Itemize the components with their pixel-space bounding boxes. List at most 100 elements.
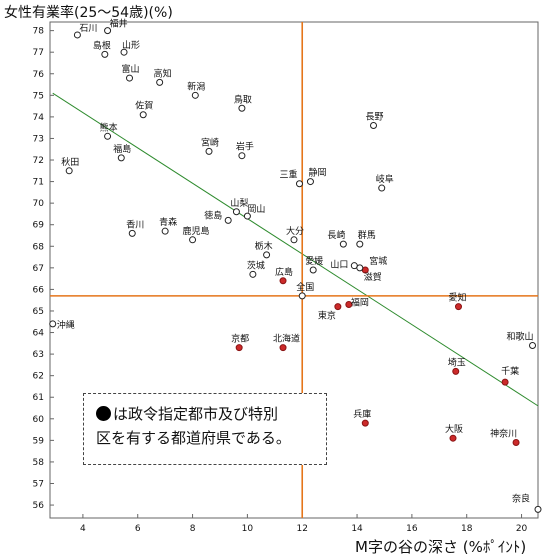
data-point-open [356, 240, 364, 248]
data-point-open [370, 122, 378, 130]
point-label: 山口 [330, 260, 348, 271]
data-point-open [295, 180, 303, 188]
x-tick-label: 18 [461, 524, 473, 534]
data-point-open [378, 184, 386, 192]
point-label: 岐阜 [376, 173, 394, 185]
point-label: 北海道 [273, 333, 300, 345]
data-point-open [49, 320, 57, 328]
y-tick-label: 69 [33, 221, 45, 231]
point-label: 青森 [159, 216, 177, 228]
point-label: 新潟 [187, 80, 205, 92]
data-point-open [534, 505, 542, 513]
point-label: 山形 [122, 39, 140, 51]
point-label: 大阪 [445, 423, 463, 435]
data-point-open [189, 236, 197, 244]
data-point-filled [334, 303, 342, 311]
point-label: 福岡 [351, 297, 369, 309]
data-point-filled [452, 367, 460, 375]
data-point-open [356, 264, 364, 272]
x-tick-label: 6 [135, 524, 141, 534]
y-tick-label: 74 [33, 113, 45, 123]
plot-frame [49, 21, 539, 519]
point-label: 和歌山 [507, 330, 534, 342]
point-label: 香川 [126, 219, 144, 230]
x-axis-title: M字の谷の深さ (%ﾎﾟｲﾝﾄ) [355, 538, 527, 556]
point-label: 茨城 [247, 259, 265, 271]
data-point-open [249, 270, 257, 278]
data-point-open [238, 152, 246, 160]
data-point-open [263, 251, 271, 259]
point-label: 宮城 [369, 255, 387, 267]
point-label: 愛知 [448, 292, 466, 304]
y-tick-label: 68 [33, 242, 45, 252]
point-label: 秋田 [61, 156, 79, 168]
data-point-open [126, 74, 134, 82]
data-point-filled [279, 344, 287, 352]
y-tick-label: 65 [33, 307, 44, 317]
point-label: 熊本 [100, 121, 118, 133]
data-point-filled [449, 434, 457, 442]
point-label: 宮崎 [201, 136, 219, 148]
point-label: 京都 [231, 333, 249, 345]
data-point-open [298, 292, 306, 300]
y-tick-label: 73 [33, 134, 44, 144]
y-tick-label: 60 [33, 415, 45, 425]
y-tick-label: 57 [33, 479, 44, 489]
point-label: 福井 [110, 18, 128, 30]
filled-dot-icon [96, 406, 111, 421]
point-label: 滋賀 [364, 271, 382, 283]
point-label: 石川 [79, 24, 97, 34]
y-tick-label: 78 [33, 27, 45, 37]
data-point-filled [345, 301, 353, 309]
point-label: 群馬 [358, 229, 376, 241]
y-tick-label: 59 [33, 436, 45, 446]
point-label: 鳥取 [234, 93, 252, 105]
data-point-open [65, 167, 73, 175]
point-label: 沖縄 [57, 319, 75, 331]
y-tick-label: 62 [33, 372, 44, 382]
x-tick-label: 14 [351, 524, 363, 534]
point-label: 岩手 [236, 141, 254, 153]
data-point-open [232, 208, 240, 216]
point-label: 愛媛 [305, 255, 323, 267]
point-label: 山梨 [230, 197, 248, 209]
data-point-open [139, 111, 147, 119]
note-line-1: は政令指定都市及び特別 [113, 405, 279, 423]
data-point-open [156, 78, 164, 86]
point-label: 埼玉 [448, 356, 466, 368]
x-tick-label: 20 [516, 524, 528, 534]
data-point-filled [454, 303, 462, 311]
x-tick-label: 4 [80, 524, 86, 534]
x-tick-label: 12 [296, 524, 307, 534]
y-tick-label: 71 [33, 178, 44, 188]
point-label: 千葉 [501, 365, 519, 377]
data-point-filled [361, 419, 369, 427]
note-line-2: 区を有する都道府県である。 [96, 429, 291, 447]
legend-note: は政令指定都市及び特別 区を有する都道府県である。 [83, 393, 327, 465]
data-point-filled [235, 344, 243, 352]
y-tick-label: 70 [33, 199, 45, 209]
y-tick-label: 63 [33, 350, 44, 360]
y-tick-label: 61 [33, 393, 44, 403]
data-point-open [128, 229, 136, 237]
point-label: 長崎 [327, 229, 345, 241]
y-tick-label: 66 [33, 285, 45, 295]
y-tick-label: 77 [33, 48, 44, 58]
data-point-filled [279, 277, 287, 285]
y-tick-label: 56 [33, 501, 45, 511]
y-tick-label: 64 [33, 329, 45, 339]
data-point-open [104, 132, 112, 140]
y-tick-label: 67 [33, 264, 44, 274]
point-label: 島根 [93, 39, 111, 51]
data-point-open [120, 48, 128, 56]
data-point-open [161, 227, 169, 235]
data-point-open [306, 178, 314, 186]
point-label: 三重 [279, 169, 297, 181]
trend-line [52, 92, 539, 407]
point-label: 全国 [296, 281, 314, 293]
point-label: 高知 [154, 67, 172, 79]
data-point-open [104, 27, 112, 35]
data-point-open [205, 147, 213, 155]
y-tick-label: 75 [33, 91, 44, 101]
point-label: 福島 [113, 143, 131, 155]
